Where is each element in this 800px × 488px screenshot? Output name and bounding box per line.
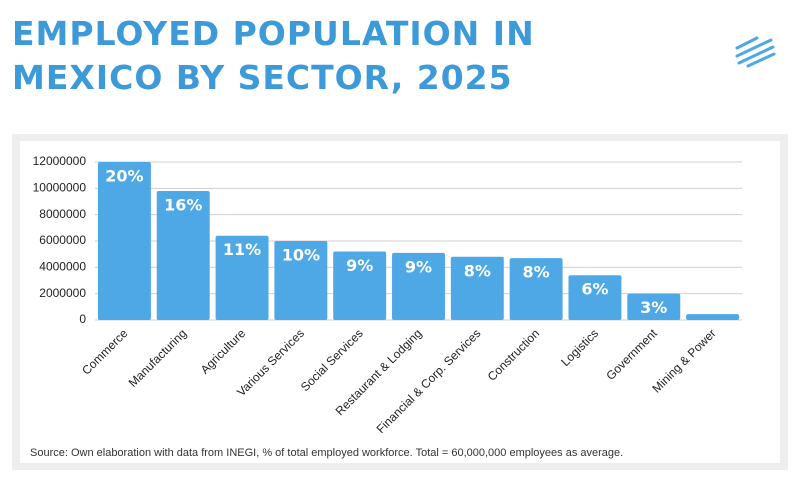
bar xyxy=(509,258,563,320)
x-tick-label: Logistics xyxy=(558,326,601,369)
x-tick-label: Government xyxy=(603,326,660,383)
y-tick-label: 6000000 xyxy=(39,233,86,247)
y-tick-label: 10000000 xyxy=(33,181,87,195)
value-label: 8% xyxy=(523,263,550,282)
value-label: 8% xyxy=(464,261,491,280)
bar xyxy=(392,252,445,320)
bar xyxy=(568,275,622,320)
value-label: 9% xyxy=(405,257,432,276)
x-tick-label: Financial & Corp. Services xyxy=(374,326,484,436)
bar xyxy=(627,293,681,320)
bar xyxy=(333,251,387,320)
value-label: 6% xyxy=(581,280,608,299)
bar xyxy=(97,162,151,320)
bar xyxy=(215,235,269,320)
y-tick-label: 4000000 xyxy=(39,260,86,274)
y-tick-label: 12000000 xyxy=(33,154,87,168)
value-label: 16% xyxy=(164,195,202,214)
y-tick-label: 0 xyxy=(79,312,86,326)
bar xyxy=(274,241,328,320)
source-note: Source: Own elaboration with data from I… xyxy=(30,447,623,459)
y-tick-label: 2000000 xyxy=(39,286,86,300)
x-tick-label: Agriculture xyxy=(198,326,249,377)
bar xyxy=(450,256,504,320)
x-tick-label: Mining & Power xyxy=(649,326,718,395)
y-tick-label: 8000000 xyxy=(39,207,86,221)
value-label: 11% xyxy=(223,240,261,259)
value-label: 9% xyxy=(346,256,373,275)
x-tick-label: Commerce xyxy=(79,326,131,378)
logo xyxy=(735,36,776,68)
chart-title: EMPLOYED POPULATION IN MEXICO BY SECTOR,… xyxy=(12,14,535,97)
value-label: 3% xyxy=(640,298,667,317)
bar xyxy=(686,314,740,320)
x-tick-label: Manufacturing xyxy=(126,326,190,390)
x-tick-label: Construction xyxy=(485,326,543,384)
bar xyxy=(156,190,210,320)
value-label: 20% xyxy=(105,167,143,186)
value-label: 10% xyxy=(282,246,320,265)
